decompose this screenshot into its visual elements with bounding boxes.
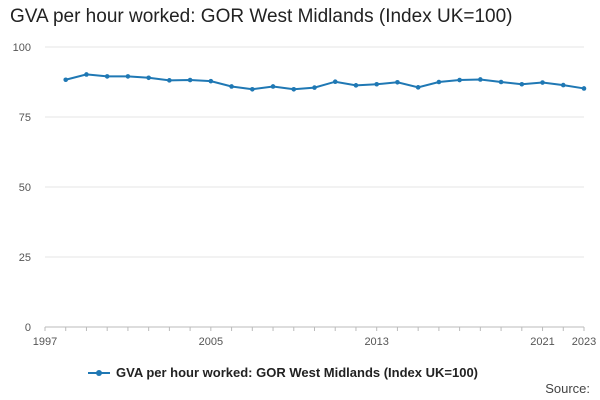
x-tick-label-2005: 2005: [199, 336, 223, 348]
x-tick-label-1997: 1997: [33, 336, 57, 348]
y-tick-label-100: 100: [13, 42, 31, 54]
data-point-2019: [498, 79, 504, 85]
data-point-2016: [436, 79, 442, 85]
data-point-2001: [125, 74, 131, 79]
y-axis: 0 25 50 75 100: [13, 42, 31, 334]
data-point-2004: [187, 77, 193, 83]
x-tick-label-2021: 2021: [530, 336, 554, 348]
y-tick-label-25: 25: [19, 252, 31, 264]
data-point-2008: [270, 84, 276, 89]
data-point-2021: [540, 80, 545, 85]
data-point-2002: [146, 75, 151, 81]
y-tick-label-0: 0: [25, 322, 31, 334]
data-point-2000: [104, 74, 110, 79]
data-point-1998: [63, 77, 69, 83]
data-point-2003: [167, 78, 172, 83]
data-point-2011: [332, 79, 338, 85]
data-point-2013: [374, 81, 379, 87]
data-point-2006: [229, 84, 234, 89]
data-point-1999: [84, 72, 89, 77]
data-point-2015: [415, 85, 421, 90]
data-point-2022: [560, 82, 566, 88]
chart-title: GVA per hour worked: GOR West Midlands (…: [10, 6, 513, 27]
x-axis: 1997 2005 2013 2021 2023: [33, 327, 596, 348]
legend-label: GVA per hour worked: GOR West Midlands (…: [116, 365, 479, 380]
x-tick-label-2013: 2013: [364, 336, 388, 348]
data-point-2012: [353, 83, 359, 88]
y-tick-label-50: 50: [19, 182, 31, 194]
data-point-2007: [250, 86, 255, 92]
series-line-0: [65, 73, 585, 91]
legend: GVA per hour worked: GOR West Midlands (…: [88, 365, 478, 380]
x-tick-label-2023: 2023: [572, 336, 596, 348]
data-point-2014: [395, 79, 400, 85]
data-point-2020: [519, 81, 525, 87]
data-point-2010: [312, 85, 317, 90]
data-point-2009: [291, 86, 297, 92]
y-tick-label-75: 75: [19, 112, 31, 124]
series-group: [63, 72, 587, 92]
legend-swatch: [88, 367, 110, 379]
data-point-2017: [457, 77, 462, 83]
source-label: Source:: [545, 381, 590, 396]
data-point-2005: [208, 78, 214, 84]
data-point-2023: [581, 86, 587, 91]
data-point-2018: [478, 77, 483, 82]
